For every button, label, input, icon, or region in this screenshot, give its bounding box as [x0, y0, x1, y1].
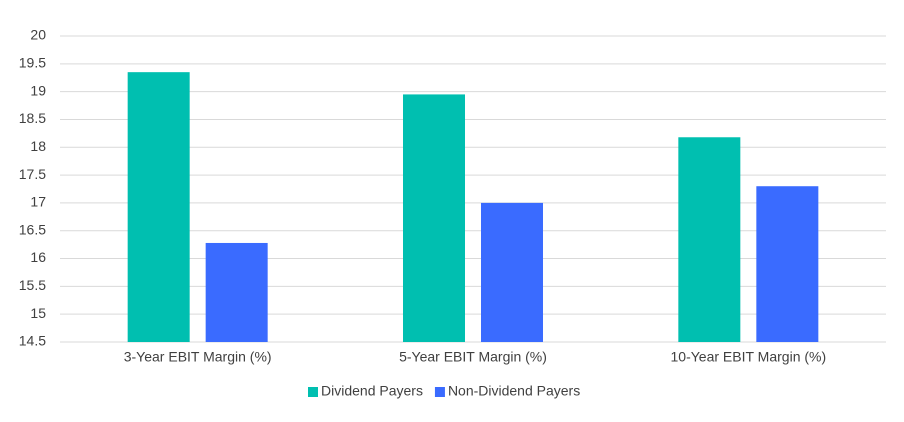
y-tick-label: 17.5 [19, 166, 46, 182]
y-tick-label: 19 [30, 82, 46, 98]
y-tick-label: 18.5 [19, 110, 46, 126]
legend-label: Non-Dividend Payers [448, 383, 580, 399]
x-tick-label: 10-Year EBIT Margin (%) [671, 349, 827, 365]
bar [678, 137, 741, 342]
y-tick-label: 18 [30, 138, 46, 154]
y-tick-label: 16.5 [19, 221, 46, 237]
bar [481, 202, 543, 342]
y-tick-label: 17 [30, 194, 46, 210]
y-tick-label: 15.5 [19, 277, 46, 293]
legend-swatch [308, 387, 318, 397]
y-tick-label: 15 [30, 305, 46, 321]
y-tick-label: 19.5 [19, 55, 46, 71]
y-tick-label: 20 [30, 27, 46, 43]
legend-swatch [434, 387, 445, 397]
bar [756, 186, 819, 342]
y-tick-label: 14.5 [19, 333, 46, 349]
y-tick-label: 16 [30, 249, 46, 265]
bar [403, 94, 465, 342]
x-tick-label: 3-Year EBIT Margin (%) [124, 349, 272, 365]
legend-label: Dividend Payers [321, 383, 423, 399]
bar [205, 242, 268, 342]
x-tick-label: 5-Year EBIT Margin (%) [399, 349, 547, 365]
bar [127, 72, 190, 342]
